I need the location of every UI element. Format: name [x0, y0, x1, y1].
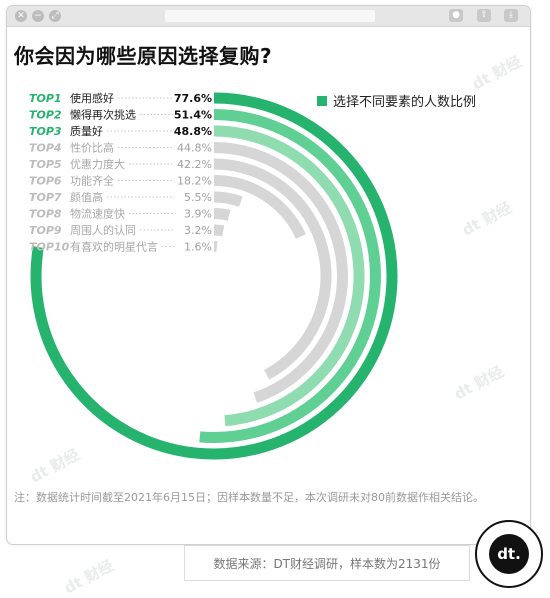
category-label: 优惠力度大	[70, 157, 125, 171]
value-label: 1.6%	[184, 241, 212, 254]
rank-label: TOP3	[29, 125, 62, 138]
rank-label: TOP2	[29, 109, 62, 122]
record-icon[interactable]: ●	[449, 9, 463, 22]
rank-label: TOP9	[29, 224, 62, 237]
category-label: 功能齐全	[70, 174, 114, 188]
minimize-icon[interactable]: −	[32, 10, 44, 22]
category-label: 有喜欢的明星代言	[70, 240, 158, 254]
bar-top1	[30, 92, 398, 460]
bar-top3	[213, 125, 365, 427]
data-source-text: 数据来源：DT财经调研，样本数为2131份	[213, 556, 441, 571]
bar-top4	[213, 142, 348, 403]
value-label: 18.2%	[177, 175, 212, 188]
value-label: 3.2%	[184, 224, 212, 237]
bar-top6	[213, 175, 306, 239]
category-label: 颜值高	[70, 190, 103, 204]
rank-label: TOP1	[29, 92, 62, 105]
address-bar[interactable]	[165, 10, 375, 22]
close-icon[interactable]: ✕	[15, 10, 27, 22]
rank-label: TOP7	[29, 191, 62, 204]
rank-label: TOP4	[29, 142, 62, 155]
data-source-box: 数据来源：DT财经调研，样本数为2131份	[184, 545, 470, 581]
bar-top9	[213, 224, 225, 237]
bar-top5	[213, 158, 332, 380]
rank-label: TOP8	[29, 208, 62, 221]
legend-swatch	[317, 95, 327, 106]
chart-legend: 选择不同要素的人数比例	[317, 91, 476, 110]
maximize-icon[interactable]: ⤢	[49, 10, 61, 22]
brand-logo[interactable]: dt.	[475, 520, 543, 588]
category-label: 物流速度快	[70, 207, 125, 221]
rank-label: TOP10	[29, 241, 70, 254]
value-label: 44.8%	[177, 142, 212, 155]
app-window: ✕ − ⤢ ● ⇪ ⤓	[6, 5, 531, 545]
value-label: 77.6%	[174, 92, 212, 105]
value-label: 5.5%	[184, 191, 212, 204]
category-label: 使用感好	[70, 91, 114, 105]
value-label: 42.2%	[177, 158, 212, 171]
category-label: 周围人的认同	[70, 223, 136, 237]
bar-top2	[199, 109, 381, 443]
legend-label: 选择不同要素的人数比例	[333, 95, 477, 110]
value-label: 51.4%	[174, 109, 212, 122]
rank-label: TOP6	[29, 175, 62, 188]
rank-label: TOP5	[29, 158, 62, 171]
category-label: 懒得再次挑选	[70, 108, 136, 122]
bar-top8	[213, 208, 231, 221]
category-label: 质量好	[70, 124, 103, 138]
logo-mark: dt.	[489, 534, 529, 574]
page-title: 你会因为哪些原因选择复购?	[14, 44, 273, 68]
download-icon[interactable]: ⤓	[504, 9, 518, 22]
title-bar: ✕ − ⤢ ● ⇪ ⤓	[7, 6, 530, 27]
category-label: 性价比高	[70, 141, 114, 155]
value-label: 3.9%	[184, 208, 212, 221]
bar-top7	[213, 191, 243, 207]
share-icon[interactable]: ⇪	[477, 9, 491, 22]
value-label: 48.8%	[174, 125, 212, 138]
footnote: 注：数据统计时间截至2021年6月15日；因样本数量不足，本次调研未对80前数据…	[14, 491, 484, 504]
